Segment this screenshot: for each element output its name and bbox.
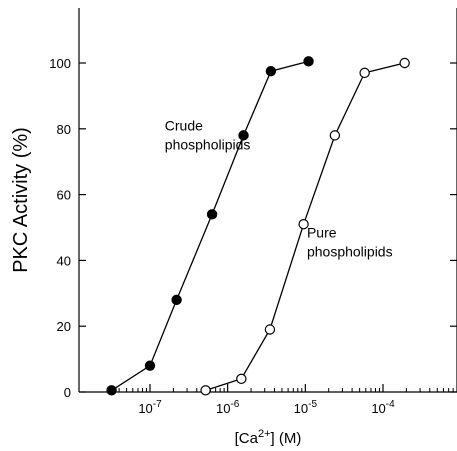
y-tick-label: 40: [57, 253, 71, 268]
open-data-point: [200, 385, 211, 396]
open-data-point: [298, 219, 309, 230]
tick-marks: [79, 62, 457, 393]
open-data-point: [236, 373, 247, 385]
annotation-2: Pure phospholipids: [307, 224, 393, 259]
filled-data-point: [265, 66, 277, 77]
annotation-1: Crude phospholipids: [165, 117, 251, 152]
filled-data-point: [171, 294, 182, 306]
x-tick-label: 10-7: [138, 399, 162, 416]
open-data-point: [264, 324, 276, 335]
filled-data-point: [144, 360, 156, 371]
open-data-point: [399, 57, 410, 69]
x-tick-label: 10-4: [371, 399, 395, 416]
filled-data-point: [106, 385, 117, 396]
series-layer: [106, 56, 410, 396]
x-tick-label: 10-5: [294, 399, 318, 416]
y-tick-label: 80: [57, 122, 71, 137]
x-tick-label: 10-6: [216, 399, 240, 416]
filled-data-point: [238, 130, 249, 141]
filled-data-point: [206, 209, 218, 220]
y-tick-label: 60: [57, 188, 71, 203]
tick-labels: 0 20 40 60 80 100 10-7 10-6 10-5 10-4: [49, 56, 395, 416]
y-axis-label: PKC Activity (%): [10, 127, 32, 273]
series-1-line: [111, 60, 309, 391]
open-data-point: [359, 67, 370, 79]
annotations: Crude phospholipids Pure phospholipids: [165, 117, 393, 259]
x-axis-label: [Ca2+] (M): [235, 428, 302, 447]
y-tick-label: 0: [64, 385, 71, 400]
filled-data-point: [303, 56, 314, 67]
y-tick-label: 20: [57, 319, 71, 334]
y-tick-label: 100: [49, 56, 71, 71]
open-data-point: [329, 130, 341, 141]
